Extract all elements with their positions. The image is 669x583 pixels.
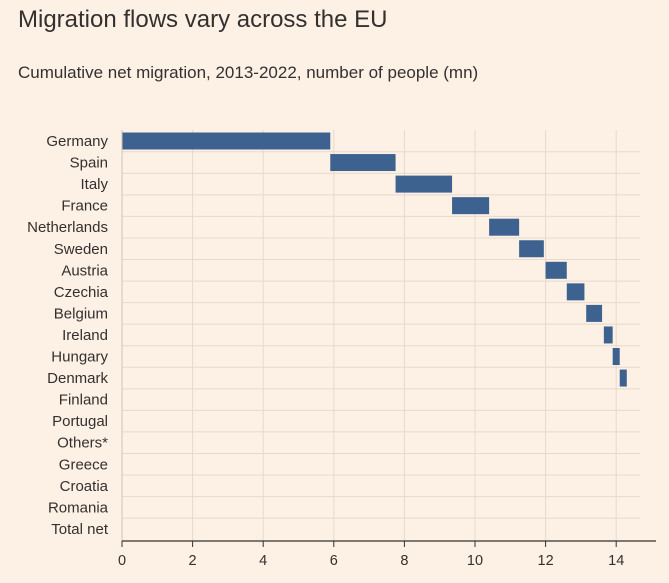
bar-czechia: [566, 283, 585, 301]
category-label: Ireland: [62, 327, 108, 344]
x-tick-label: 8: [400, 553, 408, 569]
x-tick-label: 12: [538, 553, 554, 569]
category-label: Italy: [80, 176, 108, 193]
bar-ireland: [603, 326, 613, 344]
bar-denmark: [619, 369, 627, 387]
category-label: Czechia: [54, 284, 109, 301]
x-tick-label: 2: [189, 553, 197, 569]
bar-spain: [330, 154, 396, 172]
bar-france: [452, 197, 490, 215]
category-label: Others*: [57, 435, 108, 452]
category-label: Greece: [59, 456, 108, 473]
category-label: Spain: [70, 155, 108, 172]
bar-belgium: [586, 304, 603, 322]
bar-netherlands: [489, 218, 520, 236]
x-tick-label: 14: [608, 553, 624, 569]
category-label: Austria: [61, 262, 108, 279]
x-tick-label: 4: [259, 553, 267, 569]
category-label: Sweden: [54, 241, 108, 258]
category-label: Romania: [48, 499, 109, 516]
x-tick-label: 0: [118, 553, 126, 569]
category-label: Belgium: [54, 305, 108, 322]
x-axis: 0 2 4 6 8 10 12 14: [118, 130, 656, 569]
category-label: Portugal: [52, 413, 108, 430]
bar-germany: [122, 132, 331, 150]
bar-austria: [545, 261, 567, 279]
category-rows: Germany Spain Italy France Netherlands Sweden…: [27, 133, 640, 538]
category-label: France: [61, 198, 108, 215]
category-label: Finland: [59, 392, 108, 409]
category-label: Germany: [46, 133, 108, 150]
category-label: Denmark: [47, 370, 108, 387]
bar-hungary: [612, 348, 620, 365]
category-label: Hungary: [51, 349, 108, 366]
category-label: Total net: [51, 521, 109, 538]
category-label: Netherlands: [27, 219, 108, 236]
bar-italy: [395, 175, 453, 193]
bars: [122, 132, 627, 387]
bar-sweden: [519, 240, 544, 258]
x-tick-label: 6: [330, 553, 338, 569]
category-label: Croatia: [60, 478, 109, 495]
x-tick-label: 10: [467, 553, 483, 569]
chart-subtitle: Cumulative net migration, 2013-2022, num…: [18, 63, 479, 82]
chart-title: Migration flows vary across the EU: [18, 6, 388, 33]
